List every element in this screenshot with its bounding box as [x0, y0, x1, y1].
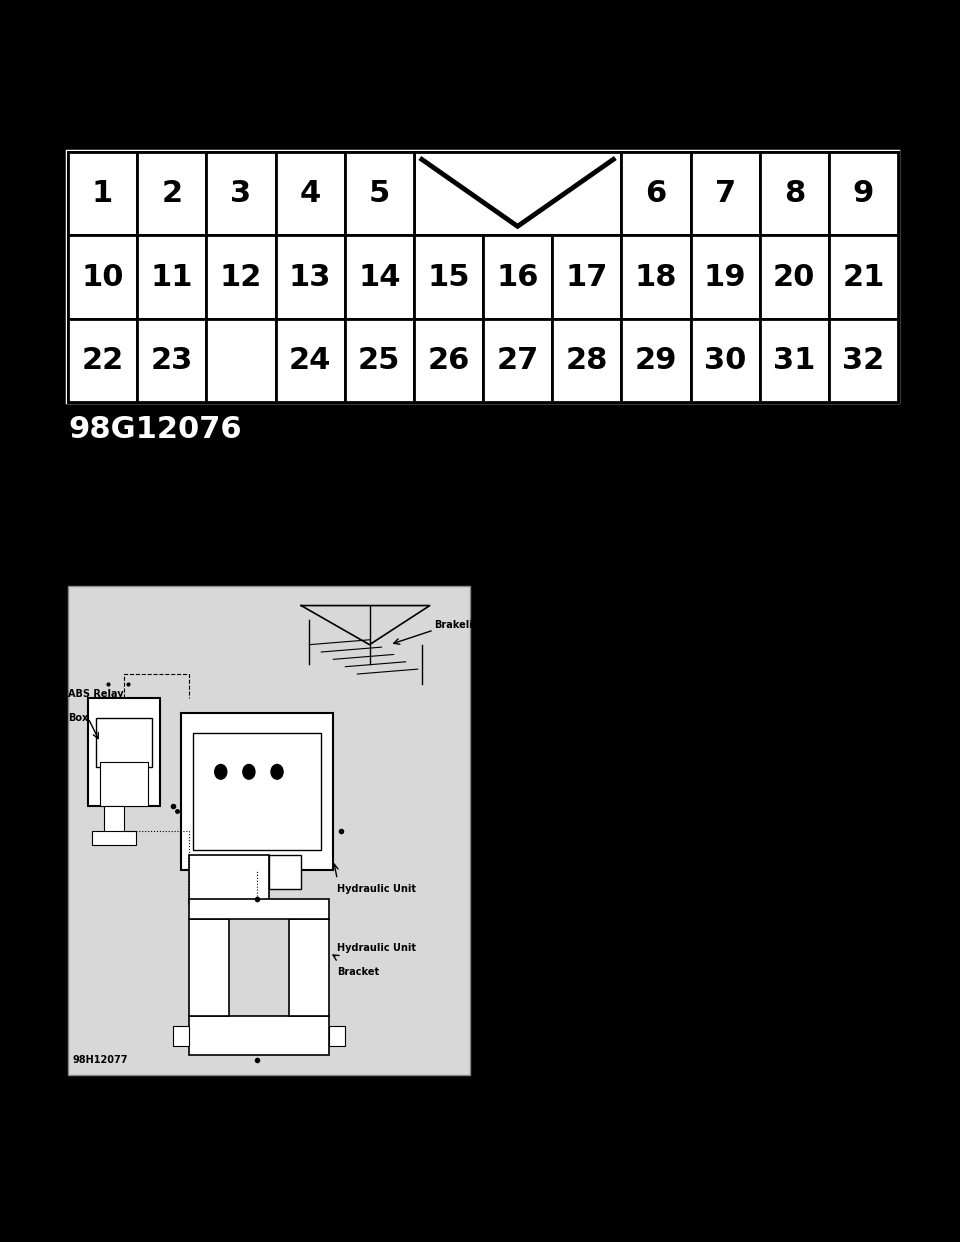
Text: 21: 21	[842, 262, 884, 292]
Bar	[345, 319, 414, 402]
Text: 2: 2	[161, 179, 182, 209]
Text: 1: 1	[92, 179, 113, 209]
Bar	[289, 919, 329, 1016]
Bar	[621, 319, 690, 402]
Bar	[88, 698, 160, 806]
Text: Hydraulic Unit: Hydraulic Unit	[337, 943, 417, 953]
Bar	[68, 152, 898, 402]
Text: 11: 11	[151, 262, 193, 292]
Text: 24: 24	[289, 345, 331, 375]
Bar	[828, 319, 898, 402]
Bar	[100, 763, 149, 806]
Bar	[137, 235, 206, 319]
Text: 10: 10	[82, 262, 124, 292]
Bar	[414, 152, 621, 235]
Bar	[552, 319, 621, 402]
Bar	[621, 235, 690, 319]
Bar	[206, 235, 276, 319]
Bar	[188, 919, 228, 1016]
Bar	[276, 319, 345, 402]
Bar	[483, 319, 552, 402]
Bar	[188, 1016, 329, 1056]
Text: 28: 28	[565, 345, 608, 375]
Bar	[828, 152, 898, 235]
Bar	[206, 319, 276, 402]
Bar	[552, 235, 621, 319]
Text: 23: 23	[151, 345, 193, 375]
Bar	[759, 319, 828, 402]
Text: 7: 7	[714, 179, 735, 209]
Bar	[193, 733, 322, 850]
Text: 5: 5	[369, 179, 390, 209]
Text: 9: 9	[852, 179, 875, 209]
Bar	[68, 235, 137, 319]
Text: 4: 4	[300, 179, 321, 209]
Text: 17: 17	[565, 262, 608, 292]
Bar	[188, 854, 269, 904]
Bar	[276, 235, 345, 319]
Text: 20: 20	[773, 262, 815, 292]
Bar	[188, 899, 329, 919]
Bar	[759, 235, 828, 319]
Text: 6: 6	[645, 179, 666, 209]
Circle shape	[271, 765, 283, 779]
Bar	[137, 152, 206, 235]
Bar	[269, 854, 301, 889]
Circle shape	[215, 765, 227, 779]
Bar	[92, 831, 136, 845]
Text: 31: 31	[773, 345, 815, 375]
Text: 26: 26	[427, 345, 469, 375]
Bar	[105, 806, 124, 836]
Bar	[828, 235, 898, 319]
Bar	[329, 1026, 346, 1046]
Bar	[206, 152, 276, 235]
Bar	[690, 319, 759, 402]
Text: 27: 27	[496, 345, 539, 375]
Text: 18: 18	[635, 262, 677, 292]
Text: Brakeline: Brakeline	[434, 620, 486, 630]
Bar	[68, 319, 137, 402]
Text: 32: 32	[842, 345, 884, 375]
Text: 29: 29	[635, 345, 677, 375]
Bar	[345, 235, 414, 319]
Text: 19: 19	[704, 262, 746, 292]
Bar	[96, 718, 153, 766]
Bar	[690, 235, 759, 319]
Text: 15: 15	[427, 262, 469, 292]
Text: Box: Box	[68, 713, 88, 723]
Bar	[483, 235, 552, 319]
Bar	[276, 152, 345, 235]
Circle shape	[243, 765, 255, 779]
Text: ABS Relay: ABS Relay	[68, 688, 124, 698]
Text: 30: 30	[704, 345, 746, 375]
Bar	[414, 319, 483, 402]
Bar	[759, 152, 828, 235]
Text: Hydraulic Unit: Hydraulic Unit	[337, 884, 417, 894]
Text: 8: 8	[783, 179, 804, 209]
Bar	[173, 1026, 188, 1046]
Text: 98H12077: 98H12077	[72, 1056, 128, 1066]
Bar	[137, 319, 206, 402]
Text: 98G12076: 98G12076	[68, 415, 242, 443]
Bar	[63, 147, 903, 407]
Text: 12: 12	[220, 262, 262, 292]
Bar	[414, 235, 483, 319]
Bar	[68, 152, 137, 235]
Bar	[68, 586, 470, 1076]
Text: 25: 25	[358, 345, 400, 375]
Text: 3: 3	[230, 179, 252, 209]
Bar	[180, 713, 333, 869]
Text: 16: 16	[496, 262, 539, 292]
Bar	[345, 152, 414, 235]
Text: Bracket: Bracket	[337, 968, 379, 977]
Text: 14: 14	[358, 262, 400, 292]
Text: 22: 22	[82, 345, 124, 375]
Bar	[690, 152, 759, 235]
Text: 13: 13	[289, 262, 331, 292]
Bar	[621, 152, 690, 235]
